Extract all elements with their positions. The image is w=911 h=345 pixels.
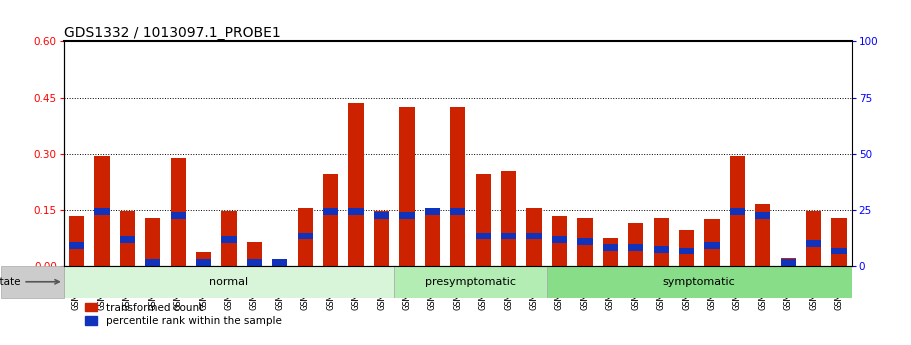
Bar (394, 266, 547, 297)
Bar (119, 211, 135, 266)
Bar (704, 219, 720, 266)
Bar (450, 208, 466, 215)
Bar (679, 248, 694, 255)
Text: presymptomatic: presymptomatic (425, 277, 516, 287)
Bar (527, 208, 542, 266)
Legend: transformed count, percentile rank within the sample: transformed count, percentile rank withi… (85, 303, 281, 326)
Text: GDS1332 / 1013097.1_PROBE1: GDS1332 / 1013097.1_PROBE1 (64, 26, 281, 40)
Bar (547, 266, 852, 297)
Bar (272, 259, 288, 266)
Bar (247, 259, 262, 266)
Bar (399, 107, 415, 266)
Bar (781, 259, 796, 266)
Bar (578, 218, 592, 266)
Bar (196, 259, 211, 266)
Bar (1, 266, 64, 297)
Bar (501, 233, 517, 239)
Bar (119, 236, 135, 243)
Bar (501, 170, 517, 266)
Bar (221, 236, 237, 243)
Bar (170, 158, 186, 266)
Bar (145, 259, 160, 266)
Bar (196, 252, 211, 266)
Bar (450, 107, 466, 266)
Bar (832, 248, 846, 255)
Bar (64, 266, 394, 297)
Bar (323, 208, 338, 215)
Bar (704, 242, 720, 249)
Bar (730, 208, 745, 215)
Bar (806, 211, 822, 266)
Bar (374, 212, 389, 219)
Bar (69, 242, 84, 249)
Bar (349, 103, 363, 266)
Bar (476, 233, 491, 239)
Bar (374, 211, 389, 266)
Bar (298, 208, 312, 266)
Bar (832, 218, 846, 266)
Bar (527, 233, 542, 239)
Bar (349, 208, 363, 215)
Bar (578, 238, 592, 245)
Bar (476, 174, 491, 266)
Bar (94, 156, 109, 266)
Bar (425, 208, 440, 215)
Bar (221, 211, 237, 266)
Bar (145, 218, 160, 266)
Bar (399, 212, 415, 219)
Bar (730, 156, 745, 266)
Bar (247, 242, 262, 266)
Bar (552, 236, 567, 243)
Bar (323, 174, 338, 266)
Text: normal: normal (210, 277, 249, 287)
Text: symptomatic: symptomatic (663, 277, 736, 287)
Bar (552, 216, 567, 266)
Bar (170, 212, 186, 219)
Bar (653, 246, 669, 253)
Bar (628, 223, 643, 266)
Bar (653, 218, 669, 266)
Bar (425, 208, 440, 266)
Bar (603, 238, 618, 266)
Bar (69, 216, 84, 266)
Bar (755, 212, 771, 219)
Bar (603, 244, 618, 251)
Bar (298, 233, 312, 239)
Bar (272, 264, 288, 266)
Bar (94, 208, 109, 215)
Bar (628, 244, 643, 251)
Bar (781, 258, 796, 266)
Bar (806, 240, 822, 247)
Bar (755, 204, 771, 266)
Bar (679, 230, 694, 266)
Text: disease state: disease state (0, 277, 59, 287)
